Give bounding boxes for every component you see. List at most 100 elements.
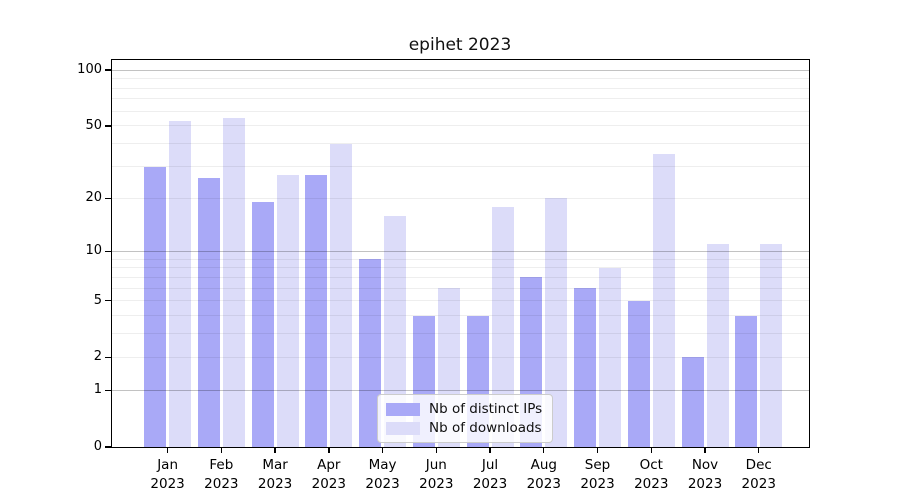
bar-downloads-oct xyxy=(652,154,675,447)
y-tick-label-1: 1 xyxy=(93,382,102,398)
x-tick-label-jun: Jun 2023 xyxy=(406,456,466,494)
x-tick-month: Oct xyxy=(639,457,663,473)
x-tick-month: Nov xyxy=(691,457,719,473)
x-tick-mar xyxy=(274,448,276,453)
y-tick-1 xyxy=(105,389,111,392)
y-tick-5 xyxy=(105,300,111,302)
y-tick-label-20: 20 xyxy=(85,190,102,206)
x-tick-month: Aug xyxy=(530,457,557,473)
y-tick-label-2: 2 xyxy=(93,349,102,365)
bar-distinct-ips-dec xyxy=(735,315,758,447)
x-tick-jan xyxy=(166,448,169,453)
x-tick-dec xyxy=(758,448,760,453)
y-tick-label-10: 10 xyxy=(85,243,102,259)
x-tick-label-aug: Aug 2023 xyxy=(514,456,574,494)
x-tick-label-apr: Apr 2023 xyxy=(299,456,359,494)
x-tick-month: Apr xyxy=(317,457,341,473)
bar-distinct-ips-nov xyxy=(681,357,704,447)
bar-downloads-feb xyxy=(222,118,245,447)
gridline-50 xyxy=(112,125,809,127)
bar-downloads-mar xyxy=(276,174,299,447)
bar-downloads-nov xyxy=(706,244,729,447)
gridline-60 xyxy=(112,110,809,112)
x-tick-label-jul: Jul 2023 xyxy=(460,456,520,494)
bar-downloads-aug xyxy=(545,198,568,447)
x-tick-apr xyxy=(328,448,330,453)
x-tick-year: 2023 xyxy=(741,476,776,492)
x-tick-month: Mar xyxy=(262,457,288,473)
gridline-70 xyxy=(112,98,809,100)
x-tick-year: 2023 xyxy=(311,476,346,492)
x-tick-label-oct: Oct 2023 xyxy=(621,456,681,494)
x-tick-month: Jul xyxy=(481,457,499,473)
bar-downloads-sep xyxy=(599,267,622,447)
y-tick-label-50: 50 xyxy=(85,117,102,133)
x-tick-label-sep: Sep 2023 xyxy=(568,456,628,494)
x-tick-nov xyxy=(704,448,706,453)
bar-distinct-ips-feb xyxy=(197,177,220,447)
legend: Nb of distinct IPs Nb of downloads xyxy=(377,394,554,443)
bar-downloads-dec xyxy=(760,244,783,447)
y-tick-label-100: 100 xyxy=(77,62,102,78)
x-tick-oct xyxy=(650,448,652,453)
x-tick-year: 2023 xyxy=(257,476,293,492)
y-tick-2 xyxy=(105,356,111,358)
legend-item-distinct-ips: Nb of distinct IPs xyxy=(386,401,542,417)
legend-swatch-downloads xyxy=(386,421,420,435)
x-tick-feb xyxy=(220,448,223,453)
x-tick-year: 2023 xyxy=(419,476,454,492)
x-tick-label-dec: Dec 2023 xyxy=(729,456,789,494)
x-tick-year: 2023 xyxy=(365,476,400,492)
x-tick-may xyxy=(381,448,384,453)
x-tick-year: 2023 xyxy=(580,476,615,492)
bar-distinct-ips-jan xyxy=(144,166,167,447)
bar-downloads-may xyxy=(384,215,407,447)
legend-item-downloads: Nb of downloads xyxy=(386,420,542,436)
bar-downloads-jan xyxy=(169,121,192,447)
x-tick-year: 2023 xyxy=(687,476,723,492)
legend-swatch-distinct-ips xyxy=(386,402,420,416)
bar-distinct-ips-apr xyxy=(305,174,328,447)
x-tick-month: Feb xyxy=(209,457,234,473)
bar-distinct-ips-mar xyxy=(251,202,274,447)
gridline-80 xyxy=(112,87,809,89)
gridline-30 xyxy=(112,166,809,168)
x-tick-year: 2023 xyxy=(472,476,508,492)
x-tick-month: Dec xyxy=(745,457,772,473)
gridline-40 xyxy=(112,143,809,145)
chart-title: epihet 2023 xyxy=(408,35,512,55)
x-tick-month: Jan xyxy=(157,457,178,473)
x-tick-label-mar: Mar 2023 xyxy=(245,456,305,494)
x-tick-year: 2023 xyxy=(634,476,669,492)
y-tick-label-5: 5 xyxy=(93,292,102,308)
x-tick-year: 2023 xyxy=(204,476,239,492)
bar-distinct-ips-oct xyxy=(627,300,650,447)
bar-distinct-ips-sep xyxy=(574,288,597,447)
bar-distinct-ips-may xyxy=(359,259,382,447)
x-tick-aug xyxy=(543,448,545,453)
x-tick-month: Jun xyxy=(425,457,447,473)
x-tick-jul xyxy=(489,448,491,453)
y-tick-0 xyxy=(105,446,111,448)
x-tick-label-nov: Nov 2023 xyxy=(675,456,735,494)
gridline-100 xyxy=(112,69,809,71)
y-tick-100 xyxy=(105,69,111,71)
bar-downloads-apr xyxy=(330,143,353,447)
y-tick-20 xyxy=(105,197,111,200)
legend-label-downloads: Nb of downloads xyxy=(429,420,542,436)
bar-downloads-jul xyxy=(491,206,514,447)
legend-label-distinct-ips: Nb of distinct IPs xyxy=(429,401,543,417)
plot-area: Nb of distinct IPs Nb of downloads 0 1 2 5 1… xyxy=(77,59,810,492)
x-tick-sep xyxy=(596,448,599,453)
x-tick-year: 2023 xyxy=(526,476,561,492)
x-tick-month: Sep xyxy=(584,457,611,473)
y-tick-10 xyxy=(105,250,111,252)
x-tick-label-jan: Jan 2023 xyxy=(138,456,198,494)
gridline-90 xyxy=(112,78,809,80)
x-tick-year: 2023 xyxy=(150,476,185,492)
x-tick-label-feb: Feb 2023 xyxy=(191,456,251,494)
x-tick-label-may: May 2023 xyxy=(353,456,413,494)
y-tick-50 xyxy=(105,125,111,127)
x-tick-month: May xyxy=(368,457,397,473)
